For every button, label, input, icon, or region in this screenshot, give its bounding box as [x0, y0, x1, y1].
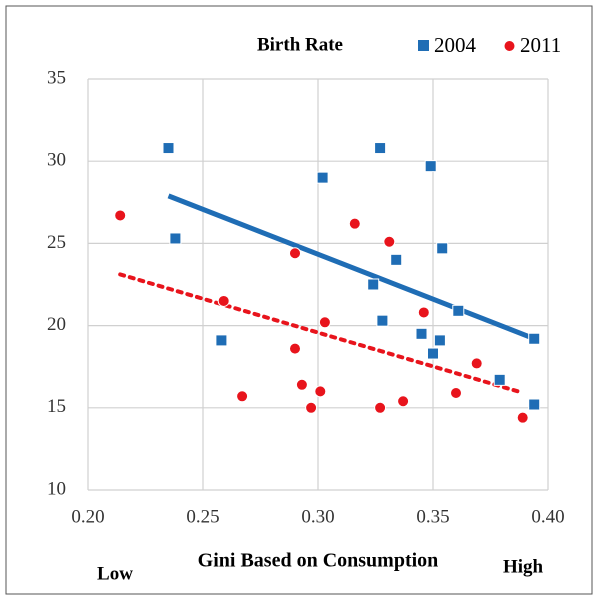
x-tick-label: 0.35: [416, 506, 449, 527]
point: [470, 357, 483, 370]
trendline: [167, 193, 536, 342]
x-tick-label: 0.25: [186, 506, 219, 527]
x-tick-label: 0.40: [531, 506, 564, 527]
point: [433, 334, 446, 347]
point: [450, 387, 462, 400]
point: [314, 385, 327, 398]
point: [295, 378, 308, 391]
trendline: [118, 272, 525, 395]
y-tick-label: 15: [47, 396, 66, 417]
y-tick-label: 35: [47, 67, 66, 88]
point: [374, 142, 387, 155]
point: [215, 334, 228, 347]
point: [367, 278, 380, 291]
legend-label: 2011: [520, 33, 561, 57]
point: [114, 209, 127, 222]
point: [528, 332, 541, 345]
point: [162, 142, 175, 155]
point: [415, 327, 428, 340]
legend-label: 2004: [434, 33, 477, 57]
point: [397, 395, 410, 408]
point: [217, 294, 230, 307]
point: [390, 253, 403, 266]
point: [383, 235, 396, 248]
annotation: Low: [97, 563, 133, 584]
x-tick-label: 0.20: [71, 506, 104, 527]
point: [528, 398, 541, 411]
point: [305, 401, 318, 414]
point: [316, 171, 329, 184]
point: [289, 247, 301, 260]
chart-border: [5, 5, 593, 595]
y-tick-label: 30: [47, 150, 66, 171]
point: [452, 304, 465, 317]
chart-title: Birth Rate: [257, 34, 343, 55]
point: [427, 347, 439, 360]
point: [376, 314, 389, 327]
point: [289, 342, 301, 355]
point: [424, 160, 437, 173]
y-tick-label: 10: [47, 478, 66, 499]
y-tick-label: 20: [47, 314, 66, 335]
x-axis-label: Gini Based on Consumption: [198, 550, 439, 572]
point: [169, 232, 182, 245]
point: [374, 401, 387, 414]
point: [516, 411, 529, 424]
point: [318, 316, 331, 329]
x-tick-label: 0.30: [301, 506, 334, 527]
annotation: High: [503, 556, 544, 577]
point: [436, 242, 449, 255]
point: [493, 373, 506, 386]
legend-marker: [418, 40, 429, 51]
point: [417, 306, 430, 319]
y-tick-label: 25: [47, 232, 66, 253]
point: [236, 390, 249, 403]
legend-marker: [503, 40, 516, 52]
point: [348, 217, 361, 230]
